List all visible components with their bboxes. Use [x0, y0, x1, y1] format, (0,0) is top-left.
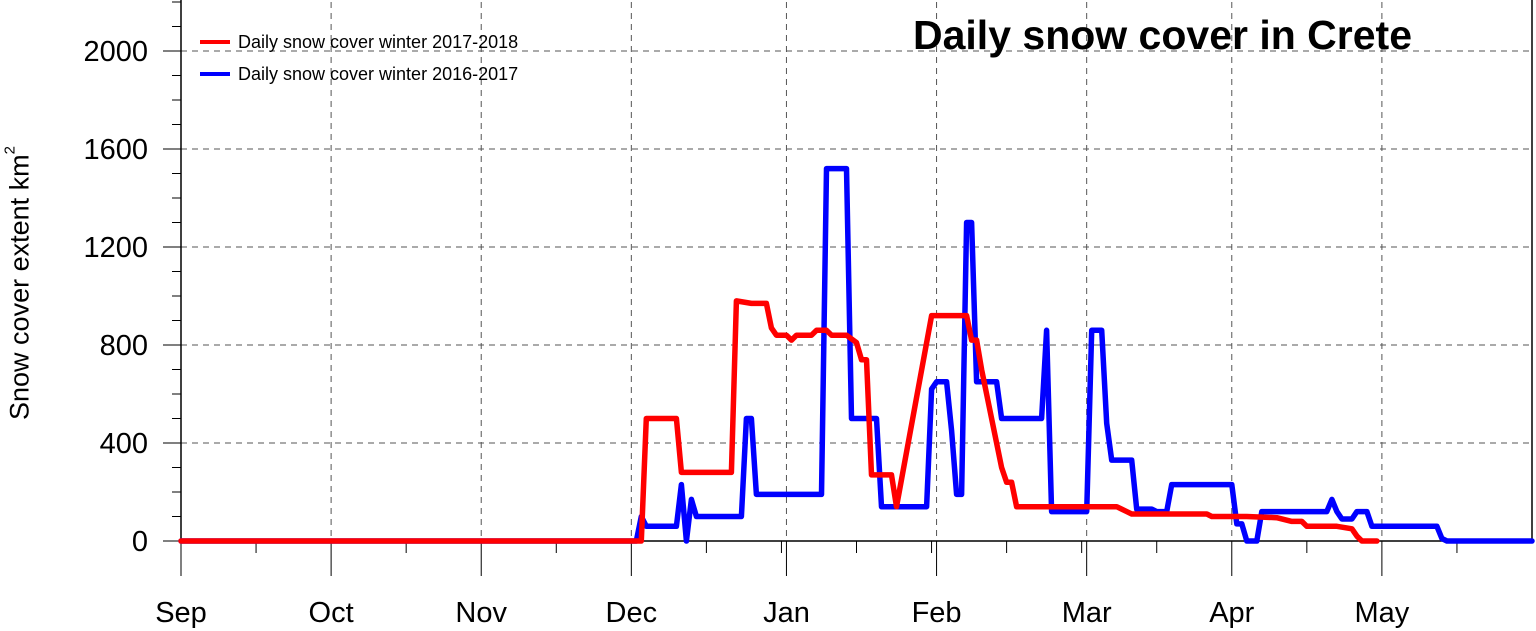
y-tick-label: 2000	[83, 36, 148, 68]
y-axis-label: Snow cover extent km2	[1, 146, 36, 420]
legend-swatch-2016-2017	[200, 72, 230, 76]
legend-swatch-2017-2018	[200, 40, 230, 44]
y-tick-label: 1600	[83, 134, 148, 166]
x-tick-label: Oct	[309, 597, 354, 629]
y-axis-label-text: Snow cover extent km	[4, 154, 35, 420]
grid-lines	[181, 2, 1532, 541]
x-tick-label: Jan	[763, 597, 810, 629]
x-tick-label: Mar	[1062, 597, 1112, 629]
y-tick-label: 0	[132, 526, 148, 558]
legend-entry-2017-2018: Daily snow cover winter 2017-2018	[200, 26, 518, 58]
x-tick-label: Apr	[1209, 597, 1254, 629]
x-tick-label: May	[1354, 597, 1409, 629]
legend-label-2017-2018: Daily snow cover winter 2017-2018	[238, 31, 519, 52]
legend-label-2016-2017: Daily snow cover winter 2016-2017	[238, 63, 519, 84]
x-tick-label: Nov	[455, 597, 507, 629]
tick-marks	[163, 1, 1458, 576]
x-tick-label: Dec	[606, 597, 658, 629]
y-tick-label: 400	[100, 428, 148, 460]
y-tick-label: 1200	[83, 232, 148, 264]
x-tick-label: Feb	[912, 597, 962, 629]
x-tick-labels: Sep Oct Nov Dec Jan Feb Mar Apr May	[155, 597, 1410, 629]
data-series	[178, 165, 1535, 544]
chart-title: Daily snow cover in Crete	[913, 12, 1413, 58]
y-tick-labels: 0 400 800 1200 1600 2000	[83, 36, 148, 558]
y-tick-label: 800	[100, 330, 148, 362]
legend: Daily snow cover winter 2017-2018 Daily …	[200, 26, 518, 90]
x-tick-label: Sep	[155, 597, 207, 629]
legend-entry-2016-2017: Daily snow cover winter 2016-2017	[200, 58, 518, 90]
series-line-2016-2017	[178, 165, 1535, 544]
y-axis-label-superscript: 2	[1, 146, 19, 155]
series-line-2017-2018	[178, 298, 1380, 544]
